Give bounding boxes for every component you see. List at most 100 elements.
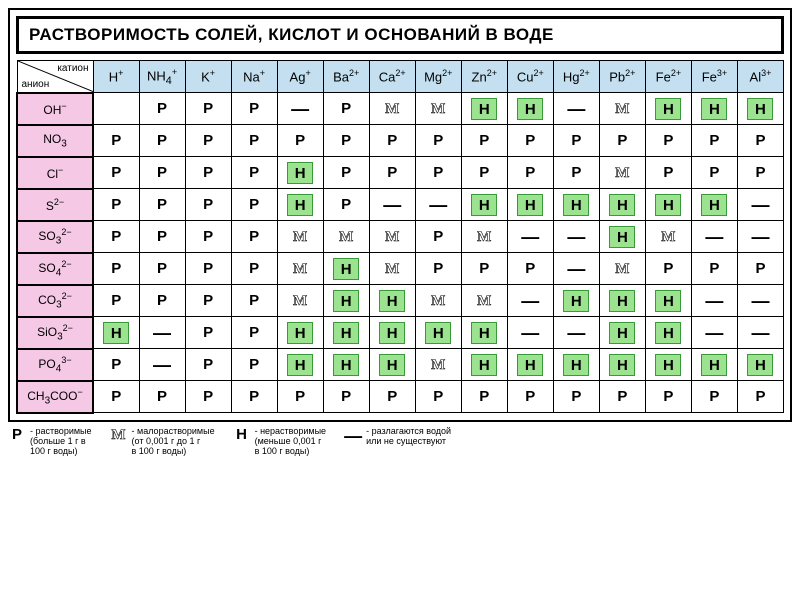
anion-header: S2−: [17, 189, 93, 221]
solubility-cell: Р: [323, 381, 369, 413]
solubility-cell: Р: [415, 157, 461, 189]
solubility-cell: Н: [369, 285, 415, 317]
legend: Р- растворимые (больше 1 г в 100 г воды)…: [8, 426, 792, 456]
solubility-cell: Р: [231, 125, 277, 157]
solubility-cell: Р: [415, 221, 461, 253]
solubility-cell: Р: [737, 157, 783, 189]
legend-item: —- разлагаются водой или не существуют: [344, 426, 451, 447]
solubility-cell: Р: [231, 157, 277, 189]
solubility-cell: Р: [323, 157, 369, 189]
solubility-cell: Р: [139, 221, 185, 253]
legend-item: Р- растворимые (больше 1 г в 100 г воды): [8, 426, 92, 456]
solubility-cell: Р: [277, 381, 323, 413]
solubility-cell: —: [553, 221, 599, 253]
solubility-cell: Р: [461, 381, 507, 413]
solubility-cell: Н: [277, 157, 323, 189]
solubility-cell: Н: [461, 349, 507, 381]
solubility-cell: Р: [507, 125, 553, 157]
solubility-cell: —: [507, 221, 553, 253]
solubility-cell: Н: [277, 317, 323, 349]
solubility-cell: Р: [185, 349, 231, 381]
solubility-cell: Р: [553, 157, 599, 189]
solubility-table: катион анион H+NH4+K+Na+Ag+Ba2+Ca2+Mg2+Z…: [16, 60, 784, 414]
solubility-cell: М: [277, 221, 323, 253]
solubility-cell: Н: [277, 349, 323, 381]
label-cation: катион: [57, 63, 88, 74]
solubility-cell: —: [507, 285, 553, 317]
solubility-cell: —: [553, 253, 599, 285]
solubility-cell: Н: [461, 317, 507, 349]
solubility-cell: Р: [461, 157, 507, 189]
solubility-cell: Р: [139, 189, 185, 221]
solubility-cell: Н: [415, 317, 461, 349]
solubility-cell: М: [599, 93, 645, 125]
solubility-cell: Н: [645, 285, 691, 317]
solubility-cell: Р: [737, 381, 783, 413]
solubility-cell: Н: [323, 317, 369, 349]
cation-header: Al3+: [737, 61, 783, 93]
solubility-cell: Н: [369, 317, 415, 349]
solubility-cell: Р: [231, 221, 277, 253]
corner-cell: катион анион: [17, 61, 93, 93]
anion-header: Cl−: [17, 157, 93, 189]
solubility-cell: Н: [645, 349, 691, 381]
solubility-cell: Р: [507, 381, 553, 413]
solubility-cell: —: [737, 221, 783, 253]
solubility-cell: Р: [415, 125, 461, 157]
solubility-cell: Р: [691, 381, 737, 413]
solubility-cell: Р: [231, 317, 277, 349]
solubility-cell: Р: [185, 285, 231, 317]
solubility-cell: Р: [599, 381, 645, 413]
solubility-cell: —: [139, 317, 185, 349]
cation-header: Fe2+: [645, 61, 691, 93]
solubility-cell: Р: [323, 189, 369, 221]
solubility-cell: Р: [415, 253, 461, 285]
cation-header: Hg2+: [553, 61, 599, 93]
solubility-cell: Р: [139, 157, 185, 189]
solubility-cell: Р: [231, 189, 277, 221]
solubility-cell: Р: [461, 125, 507, 157]
solubility-frame: РАСТВОРИМОСТЬ СОЛЕЙ, КИСЛОТ И ОСНОВАНИЙ …: [8, 8, 792, 422]
solubility-cell: Р: [93, 189, 139, 221]
solubility-cell: Н: [553, 285, 599, 317]
solubility-cell: Н: [645, 93, 691, 125]
solubility-cell: Н: [645, 317, 691, 349]
solubility-cell: М: [645, 221, 691, 253]
solubility-cell: Н: [323, 285, 369, 317]
solubility-cell: М: [415, 93, 461, 125]
solubility-cell: Р: [323, 125, 369, 157]
solubility-cell: Р: [323, 93, 369, 125]
solubility-cell: —: [691, 285, 737, 317]
solubility-cell: М: [461, 221, 507, 253]
cation-header: Fe3+: [691, 61, 737, 93]
solubility-cell: —: [737, 285, 783, 317]
solubility-cell: М: [599, 157, 645, 189]
solubility-cell: Р: [507, 157, 553, 189]
solubility-cell: Н: [507, 93, 553, 125]
cation-header: Na+: [231, 61, 277, 93]
solubility-cell: Н: [599, 285, 645, 317]
anion-header: SO42−: [17, 253, 93, 285]
solubility-cell: Р: [185, 381, 231, 413]
anion-header: PO43−: [17, 349, 93, 381]
label-anion: анион: [22, 79, 50, 90]
solubility-cell: Н: [323, 253, 369, 285]
title: РАСТВОРИМОСТЬ СОЛЕЙ, КИСЛОТ И ОСНОВАНИЙ …: [16, 16, 784, 54]
solubility-cell: М: [599, 253, 645, 285]
solubility-cell: Р: [645, 381, 691, 413]
solubility-cell: Н: [461, 93, 507, 125]
cation-header: K+: [185, 61, 231, 93]
solubility-cell: Р: [93, 349, 139, 381]
solubility-cell: Н: [599, 349, 645, 381]
solubility-cell: —: [415, 189, 461, 221]
solubility-cell: Н: [645, 189, 691, 221]
solubility-cell: Р: [737, 125, 783, 157]
anion-header: CO32−: [17, 285, 93, 317]
solubility-cell: М: [461, 285, 507, 317]
solubility-cell: Р: [415, 381, 461, 413]
solubility-cell: Р: [185, 157, 231, 189]
solubility-cell: Н: [93, 317, 139, 349]
solubility-cell: Р: [369, 157, 415, 189]
solubility-cell: Р: [645, 253, 691, 285]
solubility-cell: —: [553, 317, 599, 349]
